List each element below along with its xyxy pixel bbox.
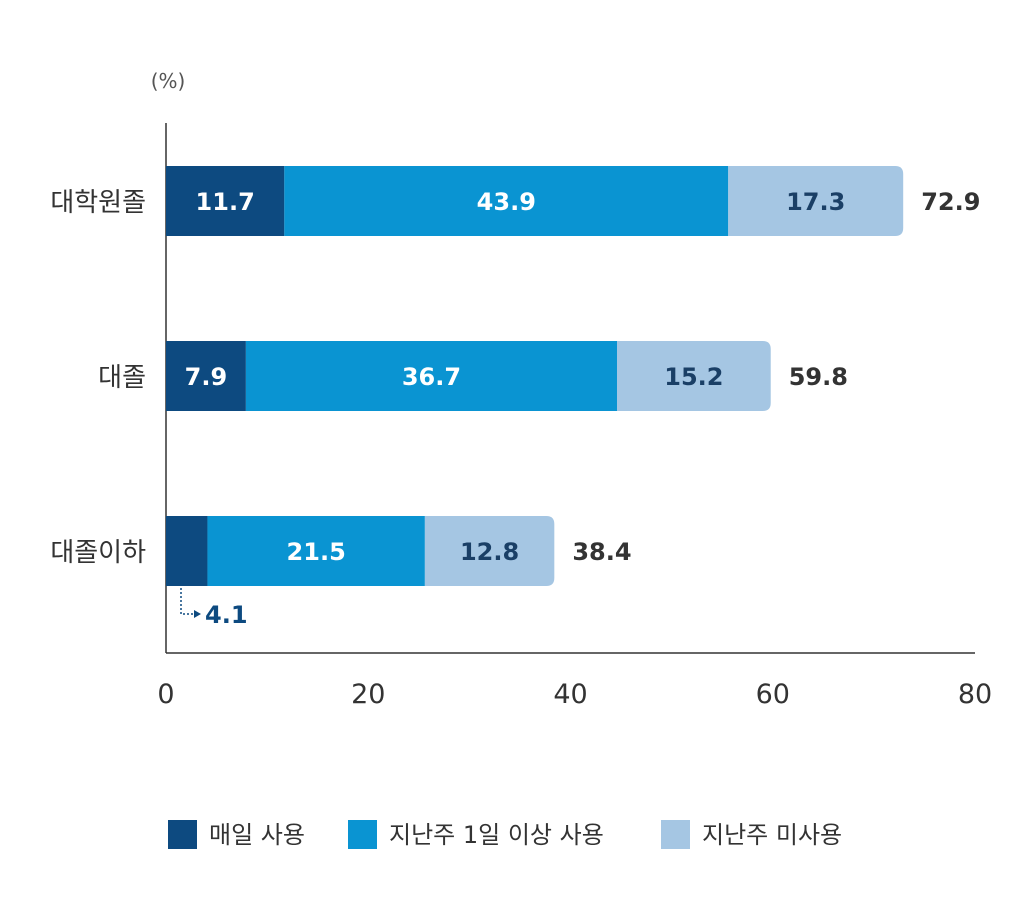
x-tick-label: 40 [553,679,587,710]
legend-swatch [348,820,377,849]
legend-swatch [168,820,197,849]
bar-value-label: 36.7 [402,363,461,391]
category-label: 대졸이하 [50,538,146,568]
bar-value-label: 21.5 [287,538,346,566]
bar-value-label: 7.9 [185,363,228,391]
callout-value-label: 4.1 [205,601,248,629]
callout-leader-line [180,588,195,615]
bar-value-label: 43.9 [477,188,536,216]
bar-segment [166,341,246,411]
legend-swatch [661,820,690,849]
bar-total-label: 38.4 [572,538,631,566]
bar-value-label: 12.8 [460,538,519,566]
bar-segment [728,166,904,236]
bar-total-label: 72.9 [921,188,980,216]
legend-label: 지난주 미사용 [702,821,842,849]
bars-group: 11.7 43.9 17.3 72.9 7.9 36.7 15.2 59.8 21.5 12.8 3… [166,166,980,629]
legend: 매일 사용 지난주 1일 이상 사용 지난주 미사용 [168,820,842,849]
bar-value-label: 17.3 [786,188,845,216]
bar-value-label: 11.7 [196,188,255,216]
bar-total-label: 59.8 [789,363,848,391]
bar-segment [284,166,729,236]
category-label: 대학원졸 [50,188,146,218]
legend-label: 매일 사용 [209,821,305,849]
x-tick-label: 60 [756,679,790,710]
x-tick-label: 80 [958,679,992,710]
bar-segment [424,516,555,586]
bar-value-label: 15.2 [664,363,723,391]
x-tick-label: 0 [157,679,174,710]
bar-segment [617,341,771,411]
unit-label: (%) [151,69,186,93]
category-label: 대졸 [98,363,146,393]
bar-segment [245,341,618,411]
callout-arrow-icon [194,610,201,618]
x-tick-label: 20 [351,679,385,710]
legend-label: 지난주 1일 이상 사용 [389,821,604,849]
x-tick-labels: 0 20 40 60 80 [157,679,992,710]
bar-segment [166,166,285,236]
bar-segment [207,516,425,586]
bar-segment [166,516,208,586]
